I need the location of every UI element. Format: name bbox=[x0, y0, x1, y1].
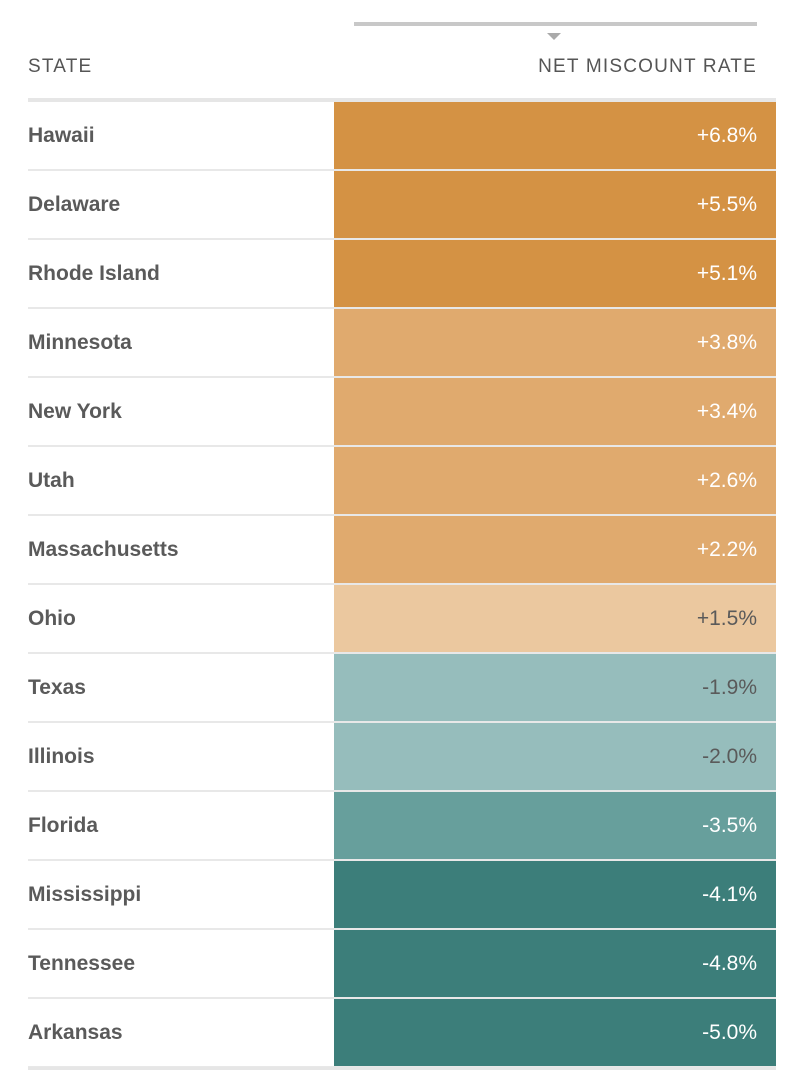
table-row: Delaware +5.5% bbox=[28, 171, 776, 240]
miscount-rate-cell: +5.5% bbox=[334, 171, 776, 238]
sort-indicator-bar bbox=[354, 22, 757, 26]
miscount-rate-value: -5.0% bbox=[702, 1021, 757, 1044]
column-header-net-miscount-rate[interactable]: NET MISCOUNT RATE bbox=[538, 56, 757, 77]
miscount-rate-cell: -2.0% bbox=[334, 723, 776, 790]
miscount-rate-value: +3.8% bbox=[696, 331, 757, 354]
miscount-rate-value: +2.2% bbox=[696, 538, 757, 561]
state-name: Massachusetts bbox=[28, 538, 179, 561]
miscount-rate-value: +5.1% bbox=[696, 262, 757, 285]
miscount-rate-cell: +3.4% bbox=[334, 378, 776, 445]
sort-descending-icon[interactable] bbox=[547, 33, 561, 40]
state-name: Hawaii bbox=[28, 124, 95, 147]
table-row: New York +3.4% bbox=[28, 378, 776, 447]
miscount-rate-cell: -4.8% bbox=[334, 930, 776, 997]
miscount-rate-cell: -4.1% bbox=[334, 861, 776, 928]
state-name: New York bbox=[28, 400, 122, 423]
table-row: Florida -3.5% bbox=[28, 792, 776, 861]
miscount-rate-value: +5.5% bbox=[696, 193, 757, 216]
state-name: Utah bbox=[28, 469, 75, 492]
table-row: Rhode Island +5.1% bbox=[28, 240, 776, 309]
state-name: Mississippi bbox=[28, 883, 142, 906]
table-row: Arkansas -5.0% bbox=[28, 999, 776, 1068]
state-name: Texas bbox=[28, 676, 86, 699]
state-name: Rhode Island bbox=[28, 262, 160, 285]
miscount-rate-value: -2.0% bbox=[702, 745, 757, 768]
column-header-state[interactable]: STATE bbox=[28, 56, 93, 77]
table-row: Hawaii +6.8% bbox=[28, 102, 776, 171]
miscount-rate-cell: -1.9% bbox=[334, 654, 776, 721]
miscount-rate-cell: -3.5% bbox=[334, 792, 776, 859]
state-name: Illinois bbox=[28, 745, 95, 768]
miscount-rate-value: -4.8% bbox=[702, 952, 757, 975]
table-row: Massachusetts +2.2% bbox=[28, 516, 776, 585]
miscount-rate-value: -4.1% bbox=[702, 883, 757, 906]
miscount-rate-cell: +1.5% bbox=[334, 585, 776, 652]
header-divider bbox=[28, 98, 776, 102]
miscount-rate-cell: +2.6% bbox=[334, 447, 776, 514]
state-name: Delaware bbox=[28, 193, 121, 216]
table-bottom-divider bbox=[28, 1067, 776, 1070]
table-row: Ohio +1.5% bbox=[28, 585, 776, 654]
table-row: Tennessee -4.8% bbox=[28, 930, 776, 999]
miscount-rate-cell: +5.1% bbox=[334, 240, 776, 307]
miscount-rate-value: +3.4% bbox=[696, 400, 757, 423]
table-row: Illinois -2.0% bbox=[28, 723, 776, 792]
table-row: Texas -1.9% bbox=[28, 654, 776, 723]
table-row: Utah +2.6% bbox=[28, 447, 776, 516]
state-name: Tennessee bbox=[28, 952, 135, 975]
state-name: Minnesota bbox=[28, 331, 132, 354]
table-row: Mississippi -4.1% bbox=[28, 861, 776, 930]
miscount-rate-cell: -5.0% bbox=[334, 999, 776, 1066]
table-body: Hawaii +6.8% Delaware +5.5% Rhode Island +5.1… bbox=[28, 102, 776, 1068]
miscount-rate-cell: +3.8% bbox=[334, 309, 776, 376]
state-name: Ohio bbox=[28, 607, 76, 630]
state-name: Florida bbox=[28, 814, 99, 837]
miscount-rate-value: -3.5% bbox=[702, 814, 757, 837]
miscount-rate-cell: +6.8% bbox=[334, 102, 776, 169]
state-name: Arkansas bbox=[28, 1021, 123, 1044]
miscount-rate-value: +6.8% bbox=[696, 124, 757, 147]
miscount-rate-cell: +2.2% bbox=[334, 516, 776, 583]
table-header: STATE NET MISCOUNT RATE bbox=[28, 52, 776, 98]
miscount-rate-value: +2.6% bbox=[696, 469, 757, 492]
miscount-rate-value: +1.5% bbox=[696, 607, 757, 630]
table-row: Minnesota +3.8% bbox=[28, 309, 776, 378]
miscount-rate-value: -1.9% bbox=[702, 676, 757, 699]
